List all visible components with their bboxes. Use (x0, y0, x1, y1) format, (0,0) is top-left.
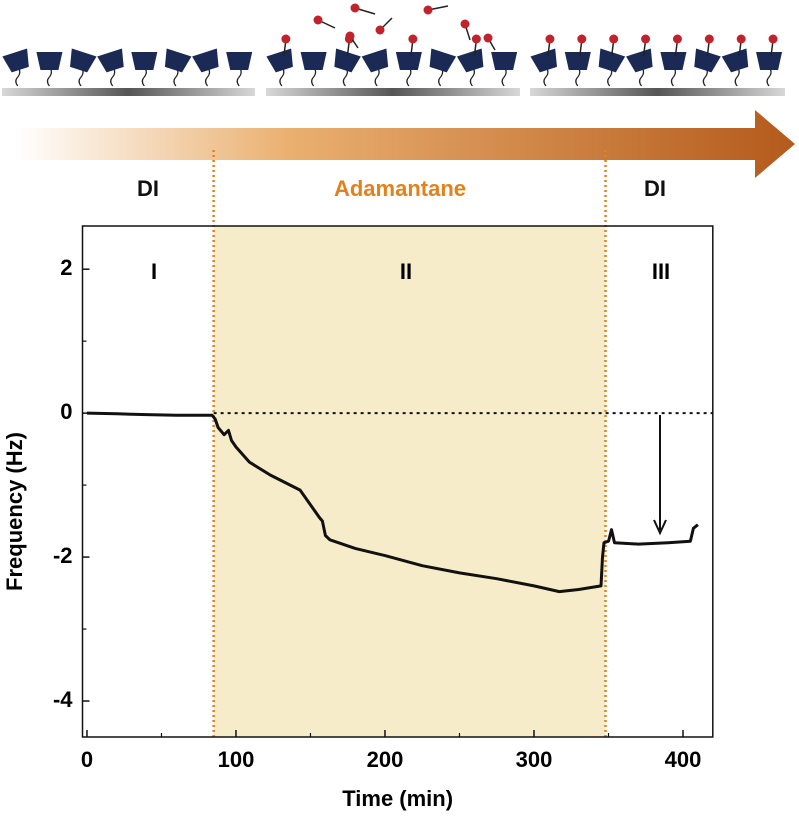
guest (736, 34, 746, 44)
stage-label: III (652, 259, 670, 284)
guest (408, 34, 418, 44)
cyclodextrin (626, 48, 653, 73)
shaded-region (213, 226, 606, 737)
cyclodextrin (266, 48, 293, 73)
guest (704, 34, 714, 44)
stage-label: II (400, 259, 412, 284)
free-guest (375, 25, 385, 35)
cyclodextrin (300, 52, 327, 70)
linker (638, 66, 645, 87)
x-tick-label: 100 (218, 747, 255, 772)
cyclodextrin (721, 48, 749, 73)
linker (204, 66, 211, 87)
data-line (86, 411, 699, 594)
guest (577, 34, 587, 44)
region-label: DI (137, 176, 159, 201)
cyclodextrin (530, 48, 557, 73)
axes-frame (81, 225, 714, 738)
guest (471, 34, 481, 44)
cyclodextrin (395, 52, 422, 70)
free-guest (313, 15, 323, 25)
y-tick-label: 0 (60, 399, 72, 424)
cyclodextrin (334, 48, 361, 73)
schematic (2, 3, 785, 96)
cyclodextrin (97, 48, 124, 73)
progress-arrow (15, 110, 795, 178)
y-axis-label: Frequency (Hz) (2, 432, 27, 591)
guest (672, 34, 682, 44)
y-tick-label: -2 (53, 543, 73, 568)
linker (15, 66, 21, 87)
substrate (2, 88, 255, 96)
cyclodextrin (131, 52, 158, 70)
region-label: Adamantane (334, 176, 466, 201)
cyclodextrin (164, 48, 192, 73)
linker (543, 66, 549, 87)
y-tick-label: 2 (60, 255, 72, 280)
free-guest (350, 3, 360, 13)
cyclodextrin (660, 52, 687, 70)
x-tick-label: 300 (516, 747, 553, 772)
linker (374, 66, 380, 87)
free-guest (345, 31, 355, 41)
region-label: DI (644, 176, 666, 201)
cyclodextrin (564, 52, 591, 70)
free-guest (423, 5, 433, 15)
cyclodextrin (429, 48, 457, 73)
substrate (530, 88, 785, 96)
plot: 0 100 200 300 400 2 0 -2 -4 Time (min) Frequency (… (2, 150, 714, 811)
cyclodextrin (36, 52, 63, 70)
guest (281, 34, 291, 44)
x-axis-label: Time (min) (342, 786, 453, 811)
free-guest (483, 33, 493, 43)
guest (609, 34, 619, 44)
linker (469, 66, 475, 87)
guest (768, 34, 778, 44)
cyclodextrin (192, 48, 219, 73)
guest (545, 34, 555, 44)
cyclodextrin (456, 48, 484, 73)
cyclodextrin (756, 52, 783, 70)
x-tick-label: 200 (367, 747, 404, 772)
cyclodextrin (2, 48, 29, 73)
shift-arrow-head (653, 519, 667, 536)
cyclodextrin (598, 48, 626, 73)
free-guest (460, 19, 470, 29)
guest (641, 34, 651, 44)
linker (110, 66, 116, 87)
cyclodextrin (70, 48, 97, 73)
cyclodextrin (361, 48, 389, 73)
linker (279, 66, 285, 87)
stage-label: I (151, 259, 157, 284)
x-tick-label: 0 (81, 747, 93, 772)
cyclodextrin (694, 48, 721, 73)
cyclodextrin (491, 52, 518, 70)
linker (734, 66, 740, 87)
x-tick-label: 400 (665, 747, 702, 772)
y-tick-label: -4 (53, 687, 73, 712)
cyclodextrin (226, 52, 253, 70)
substrate (266, 88, 520, 96)
